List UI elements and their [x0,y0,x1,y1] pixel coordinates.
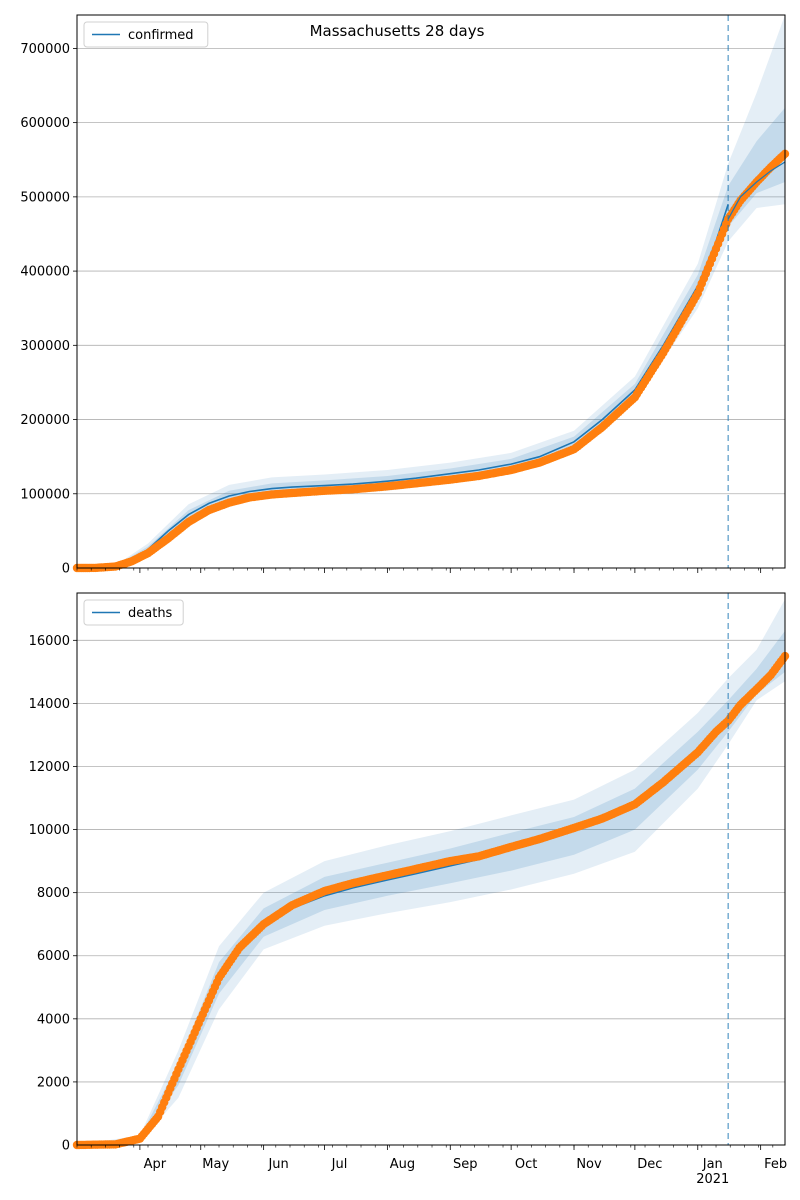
legend: confirmed [83,21,209,48]
legend-label: deaths [128,606,173,621]
x-tick-label: Nov [576,1157,602,1172]
x-tick-label: Jul [331,1157,348,1172]
y-tick-label: 16000 [29,634,70,649]
x-tick-label: Aug [390,1157,415,1172]
y-tick-label: 4000 [37,1012,70,1027]
chart-title: Massachusetts 28 days [310,22,485,40]
x-tick-label: Oct [515,1157,537,1172]
y-tick-label: 12000 [29,760,70,775]
uncertainty-band-outer [77,599,785,1145]
legend: deaths [83,599,184,626]
y-tick-label: 8000 [37,886,70,901]
y-tick-label: 2000 [37,1075,70,1090]
x-tick-label: May [202,1157,229,1172]
y-tick-label: 200000 [20,413,70,428]
x-tick-label: Apr [144,1157,167,1172]
y-tick-label: 400000 [20,265,70,280]
y-tick-label: 600000 [20,116,70,131]
y-tick-label: 6000 [37,949,70,964]
series-line-confirmed_forecast [727,161,786,220]
plot-frame [76,592,786,1146]
y-tick-label: 700000 [20,42,70,57]
x-tick-label: Jan [702,1157,723,1172]
y-tick-label: 0 [62,1139,70,1154]
legend-label: confirmed [128,28,194,43]
series-confirmed_observed [72,149,790,573]
series-deaths_observed [72,651,790,1150]
y-tick-label: 14000 [29,697,70,712]
y-tick-label: 300000 [20,339,70,354]
chart-panel-1: 0 100000 200000 300000 400000 500000 600000 700… [20,14,790,577]
x-tick-label: Jun [267,1157,288,1172]
x-tick-label: Dec [637,1157,662,1172]
chart-panel-2: 0 2000 4000 6000 8000 10000 12000 14000 16000 Apr… [29,592,790,1187]
plot-frame [76,14,786,569]
x-tick-sublabel: 2021 [696,1172,729,1187]
x-tick-label: Sep [453,1157,478,1172]
y-tick-label: 0 [62,562,70,577]
legend-box [83,599,184,626]
y-tick-label: 10000 [29,823,70,838]
x-tick-label: Feb [764,1157,787,1172]
y-tick-label: 500000 [20,190,70,205]
legend-box [83,21,209,48]
y-tick-label: 100000 [20,487,70,502]
